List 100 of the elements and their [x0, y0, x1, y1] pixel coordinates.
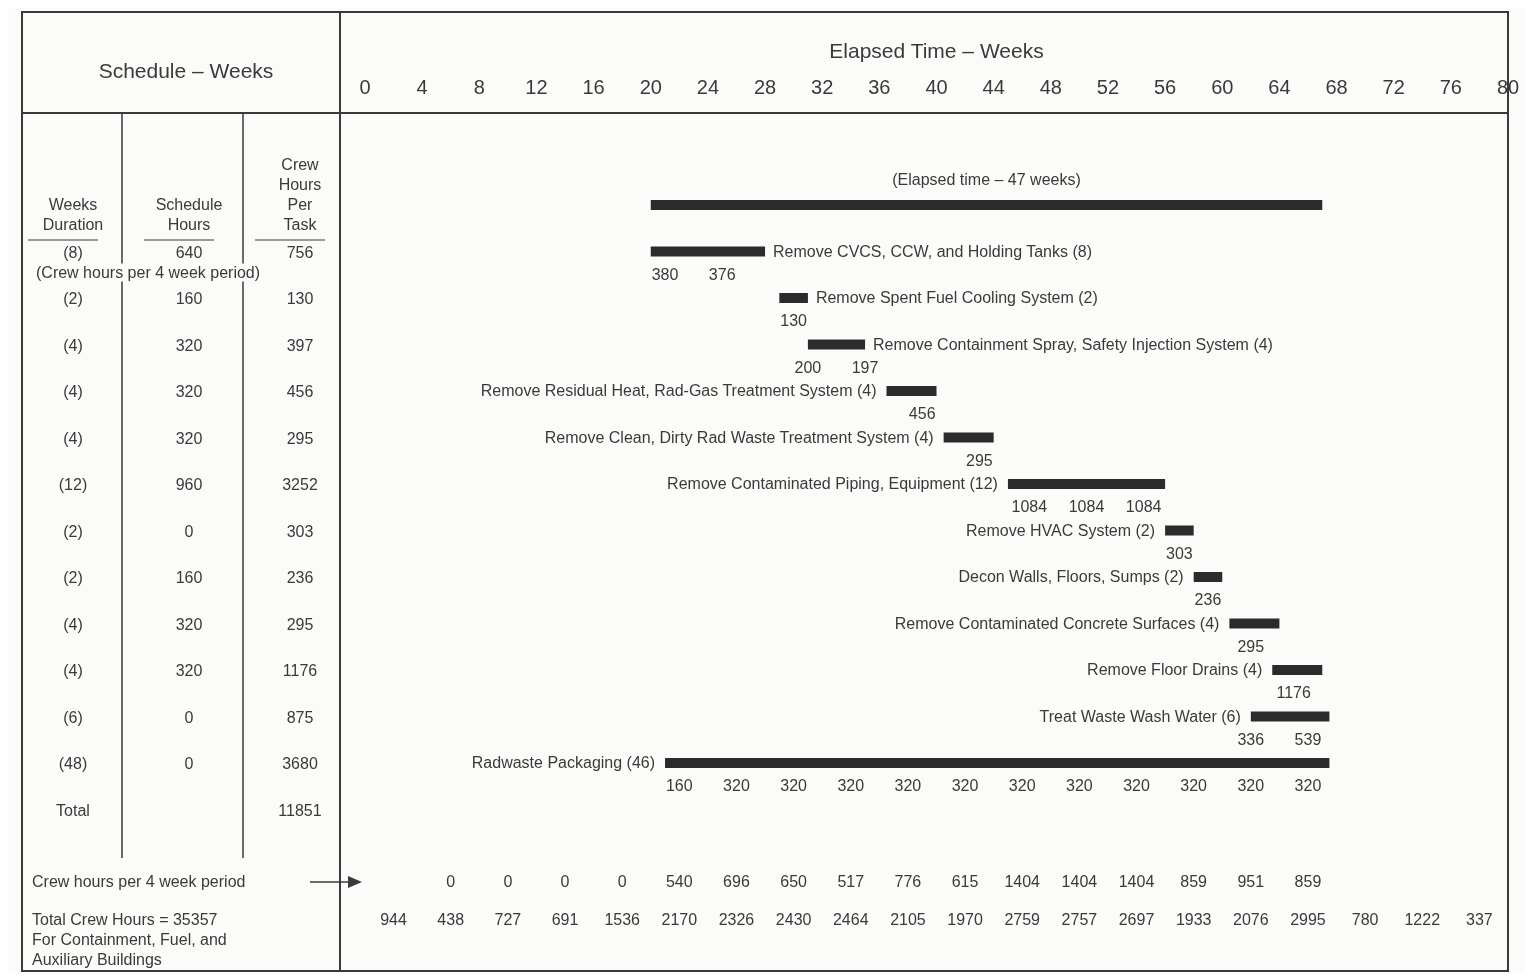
bar [943, 432, 994, 443]
bar [779, 293, 808, 303]
annotation: 130 [780, 312, 808, 329]
annotation: 1084 [1068, 498, 1105, 515]
annotation: 456 [908, 405, 936, 422]
annotation: 320 [1123, 777, 1150, 794]
text: 2326 [718, 911, 755, 928]
text: (4) [63, 662, 83, 679]
x-tick-label: 8 [473, 76, 485, 98]
bar [1250, 711, 1330, 722]
text: 2170 [661, 911, 698, 928]
text: 2995 [1290, 911, 1326, 928]
bar [1272, 665, 1323, 675]
annotation: 1084 [1125, 498, 1162, 515]
text: 650 [780, 873, 807, 890]
text: 0 [184, 522, 194, 540]
text: 2430 [775, 911, 812, 928]
text: 0 [560, 873, 570, 890]
annotation: 320 [780, 777, 808, 794]
bar [1007, 479, 1166, 489]
text: (2) [63, 522, 83, 540]
text: 540 [665, 873, 693, 890]
text: 1404 [1004, 873, 1041, 890]
annotation: 320 [951, 777, 979, 794]
text: 397 [286, 336, 314, 354]
x-tick-label: 48 [1039, 76, 1062, 98]
annotation: 380 [651, 265, 679, 283]
text: 640 [175, 243, 203, 261]
text: 1536 [604, 911, 640, 928]
text: 2076 [1233, 911, 1269, 928]
text: Schedule – Weeks [98, 59, 274, 82]
text: 859 [1180, 873, 1208, 890]
text: 3680 [282, 755, 318, 772]
y-tick-label: Remove Spent Fuel Cooling System (2) [815, 289, 1098, 306]
text: 2697 [1118, 911, 1155, 928]
text: 295 [286, 615, 314, 633]
x-tick-label: 32 [811, 76, 834, 98]
x-tick-label: 68 [1325, 76, 1348, 98]
text: (4) [63, 429, 83, 447]
text: 615 [951, 873, 979, 890]
annotation: 320 [1237, 777, 1265, 794]
y-tick-label: Remove CVCS, CCW, and Holding Tanks (8) [773, 242, 1092, 260]
text: (Crew hours per 4 week period) [36, 263, 261, 281]
x-tick-label: 12 [525, 76, 548, 98]
x-tick-label: 0 [359, 76, 371, 98]
bar [886, 386, 937, 396]
text: 0 [184, 708, 194, 726]
annotation: 320 [1294, 777, 1322, 794]
text: (12) [58, 476, 88, 493]
text: 1404 [1118, 873, 1155, 890]
annotation: 320 [837, 777, 865, 794]
bar [1165, 525, 1194, 536]
text: 236 [286, 569, 314, 586]
y-tick-label: Remove Floor Drains (4) [1087, 661, 1263, 678]
text: 517 [837, 873, 865, 890]
text: 1933 [1175, 911, 1212, 928]
text: (4) [63, 383, 83, 400]
text: 303 [286, 522, 314, 540]
x-tick-label: 36 [868, 76, 891, 98]
text: 295 [286, 429, 314, 447]
annotation: 295 [1237, 637, 1265, 655]
annotation: 160 [665, 777, 693, 794]
text: 2759 [1004, 911, 1041, 928]
y-tick-label: Radwaste Packaging (46) [471, 754, 656, 771]
x-tick-label: 28 [753, 76, 777, 98]
text: (2) [63, 290, 83, 307]
x-tick-label: 24 [696, 76, 720, 98]
y-tick-label: Remove Contaminated Piping, Equipment (12) [667, 475, 998, 492]
y-tick-label: Remove Containment Spray, Safety Injection System (4) [873, 335, 1273, 353]
annotation: 320 [1180, 777, 1208, 794]
x-tick-label: 64 [1268, 76, 1291, 98]
x-tick-label: 4 [416, 76, 428, 98]
bar [807, 339, 866, 350]
bar [650, 200, 1323, 210]
x-axis-title: Elapsed Time – Weeks [829, 39, 1044, 62]
annotation: 320 [894, 777, 922, 794]
text: 130 [286, 290, 314, 307]
text: (2) [63, 569, 83, 586]
category-label: Total Crew Hours = 35357 For Containment, Fuel, and Auxiliary Buildings [32, 911, 227, 968]
x-tick-label: 72 [1382, 76, 1405, 98]
text: 1404 [1061, 873, 1098, 890]
bar [665, 758, 1330, 768]
text: 1176 [282, 662, 318, 679]
y-tick-label: Treat Waste Wash Water (6) [1039, 707, 1241, 725]
annotation: 320 [1066, 777, 1093, 794]
bar [1193, 572, 1223, 582]
x-tick-label: 40 [925, 76, 948, 98]
text: 160 [175, 569, 203, 586]
text: 438 [437, 911, 465, 928]
annotation: 376 [708, 265, 736, 283]
annotation: 236 [1194, 591, 1222, 608]
text: Total [56, 801, 90, 819]
text: (4) [63, 615, 83, 633]
bar [1229, 618, 1280, 629]
annotation: 303 [1166, 544, 1193, 562]
text: 320 [175, 429, 203, 447]
text: 944 [380, 911, 407, 928]
text: 0 [184, 755, 194, 772]
x-tick-label: 44 [982, 76, 1005, 98]
text: 11851 [278, 801, 322, 819]
